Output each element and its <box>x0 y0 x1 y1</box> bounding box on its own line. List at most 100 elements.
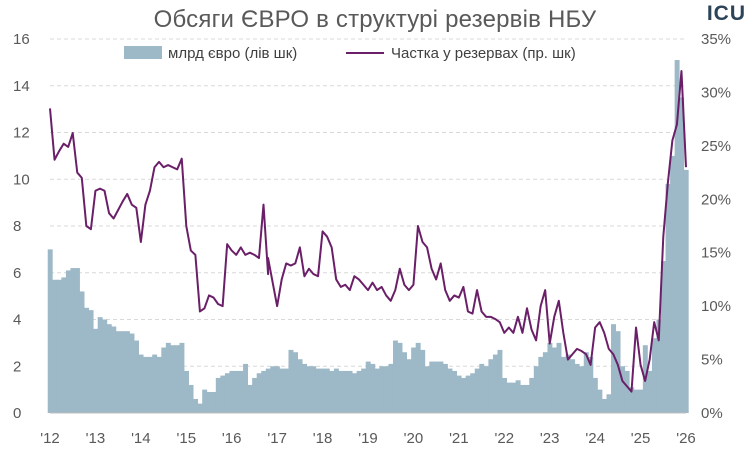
bar <box>515 380 521 413</box>
bar <box>297 359 303 413</box>
y-left-tick: 14 <box>13 78 30 95</box>
x-tick: '23 <box>540 430 560 447</box>
bar <box>138 354 144 413</box>
bar <box>220 375 226 413</box>
x-tick: '14 <box>131 430 151 447</box>
legend-line-label: Частка у резервах (пр. шк) <box>391 45 576 62</box>
y-right-tick: 30% <box>701 84 731 101</box>
bar <box>124 331 130 413</box>
bar <box>683 169 689 413</box>
x-tick: '18 <box>313 430 333 447</box>
bar <box>488 359 494 413</box>
bar <box>524 384 530 413</box>
x-tick: '25 <box>631 430 651 447</box>
bar <box>47 249 53 413</box>
bar <box>651 338 657 413</box>
bar <box>656 319 662 413</box>
bar <box>243 363 249 413</box>
bar <box>233 370 239 413</box>
y-right-tick: 0% <box>701 405 723 422</box>
bar <box>279 368 285 413</box>
bar <box>674 60 680 413</box>
x-tick: '12 <box>40 430 60 447</box>
bar <box>556 342 562 413</box>
y-left-tick: 10 <box>13 171 30 188</box>
y-left-tick: 8 <box>13 218 21 235</box>
bar <box>106 324 112 413</box>
x-tick: '13 <box>86 430 106 447</box>
bar <box>629 387 635 413</box>
bar <box>492 354 498 413</box>
bar <box>579 366 585 413</box>
bar <box>465 375 471 413</box>
legend: млрд євро (лів шк) Частка у резервах (пр… <box>124 45 576 62</box>
bar <box>374 368 380 413</box>
brand-logo: ICU <box>706 2 746 25</box>
bar <box>511 382 517 413</box>
x-tick: '15 <box>177 430 197 447</box>
bar <box>542 352 548 413</box>
bar <box>606 394 612 413</box>
bar <box>165 342 171 413</box>
bar <box>224 373 230 413</box>
bar <box>193 398 199 413</box>
bar <box>120 331 126 413</box>
bar <box>592 377 598 413</box>
bar <box>102 319 108 413</box>
bar <box>170 345 176 413</box>
bar <box>333 368 339 413</box>
bar <box>470 373 476 413</box>
share-line <box>49 70 687 393</box>
bar <box>274 366 280 413</box>
bar <box>197 403 203 413</box>
bar <box>161 347 167 413</box>
bar <box>383 366 389 413</box>
bar <box>143 356 149 413</box>
x-tick: '16 <box>222 430 242 447</box>
bar <box>624 370 630 413</box>
bar <box>479 363 485 413</box>
bar <box>570 359 576 413</box>
bar <box>343 370 348 413</box>
line-series <box>49 70 687 393</box>
y-left-tick: 4 <box>13 312 21 329</box>
bar <box>388 363 394 413</box>
bar <box>365 361 371 413</box>
x-tick: '19 <box>358 430 378 447</box>
bar <box>461 377 467 413</box>
bar <box>179 342 185 413</box>
bar <box>429 361 435 413</box>
bar <box>502 377 507 413</box>
bar <box>456 375 462 413</box>
bar <box>574 363 580 413</box>
bar <box>188 384 194 413</box>
bar <box>152 354 158 413</box>
bar <box>565 354 571 413</box>
bar <box>215 377 221 413</box>
bar <box>202 389 208 413</box>
bar <box>156 356 162 413</box>
bar <box>638 389 644 413</box>
bar-series <box>47 60 689 413</box>
bar <box>134 340 139 413</box>
bar <box>52 279 58 413</box>
y-right-tick: 10% <box>701 298 731 315</box>
bar <box>392 340 398 413</box>
bar <box>561 356 567 413</box>
bar <box>70 268 76 413</box>
bar <box>283 368 289 413</box>
bar <box>288 349 294 413</box>
bar <box>661 261 666 413</box>
bar <box>261 370 267 413</box>
bar <box>397 342 403 413</box>
bar <box>270 366 276 413</box>
bar <box>184 370 189 413</box>
bar <box>583 352 589 413</box>
bar <box>670 155 676 413</box>
bar <box>533 366 539 413</box>
bar <box>347 370 353 413</box>
bar <box>88 310 94 413</box>
bar <box>615 331 621 413</box>
bar <box>597 389 603 413</box>
